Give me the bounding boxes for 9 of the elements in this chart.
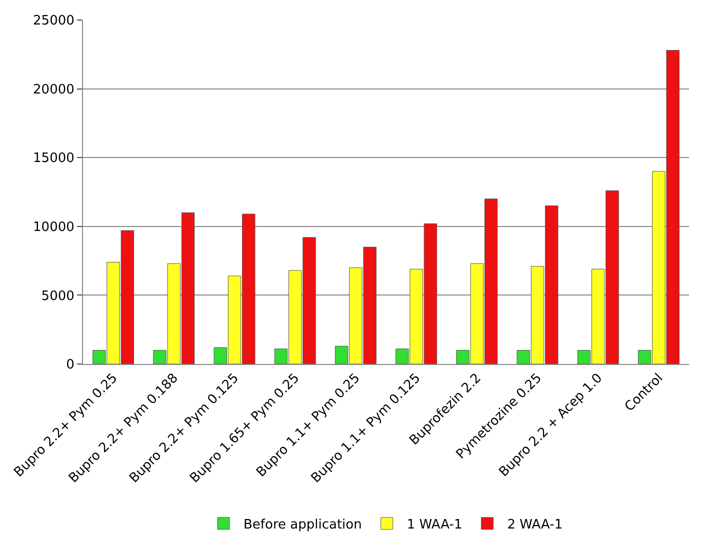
legend-label: Before application bbox=[244, 518, 362, 532]
y-tick-label: 5000 bbox=[41, 288, 74, 304]
legend-label: 2 WAA-1 bbox=[507, 518, 563, 532]
y-tick-label: 15000 bbox=[33, 151, 74, 166]
y-tick-label: 10000 bbox=[33, 220, 74, 235]
y-tick-label: 20000 bbox=[33, 82, 74, 98]
y-tick-label: 0 bbox=[66, 358, 74, 373]
y-tick-label: 25000 bbox=[33, 14, 74, 29]
legend-label: 1 WAA-1 bbox=[406, 518, 462, 532]
